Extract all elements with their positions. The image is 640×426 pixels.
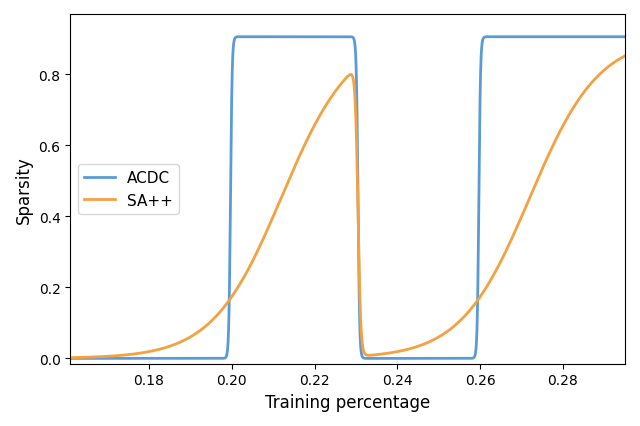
SA++ — [44, 356, 52, 361]
SA++ — [42, 356, 49, 361]
Y-axis label: Sparsity: Sparsity — [15, 155, 33, 223]
SA++ — [163, 345, 171, 350]
ACDC — [630, 35, 637, 40]
SA++ — [630, 50, 637, 55]
ACDC — [79, 356, 86, 361]
ACDC — [257, 35, 265, 40]
Line: SA++: SA++ — [45, 43, 640, 358]
ACDC — [42, 356, 49, 361]
SA++ — [345, 73, 353, 78]
ACDC — [163, 356, 171, 361]
SA++ — [79, 355, 86, 360]
Line: ACDC: ACDC — [45, 37, 640, 359]
ACDC — [67, 356, 75, 361]
SA++ — [67, 355, 75, 360]
ACDC — [44, 356, 52, 361]
ACDC — [345, 35, 353, 40]
X-axis label: Training percentage: Training percentage — [265, 393, 430, 411]
Legend: ACDC, SA++: ACDC, SA++ — [78, 164, 179, 214]
